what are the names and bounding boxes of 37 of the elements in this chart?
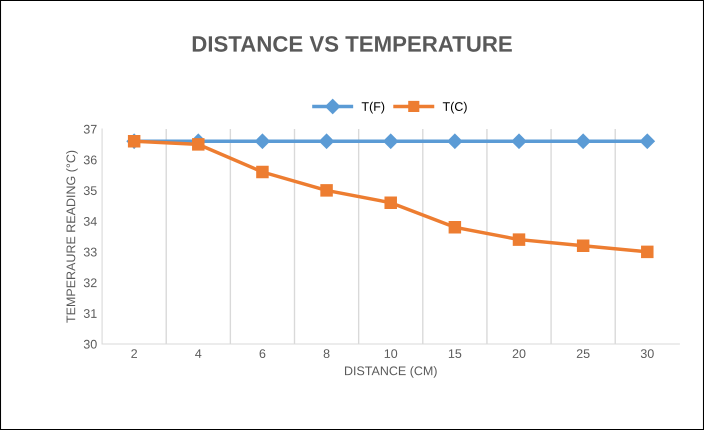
point xyxy=(384,196,397,209)
point xyxy=(320,184,333,197)
x-tick-label: 8 xyxy=(324,349,330,358)
x-tick-label: 10 xyxy=(384,349,398,358)
point xyxy=(256,166,269,178)
point xyxy=(448,221,462,234)
point xyxy=(576,239,590,252)
x-axis-title: DISTANCE (CM) xyxy=(344,366,437,378)
x-tick-label: 6 xyxy=(260,349,266,358)
point xyxy=(576,134,591,149)
chart-title: DISTANCE VS TEMPERATURE xyxy=(192,36,512,52)
point xyxy=(512,233,526,246)
y-tick-label: 37 xyxy=(84,124,97,134)
point xyxy=(511,134,527,149)
legend-label: T(C) xyxy=(442,102,467,114)
legend-label: T(F) xyxy=(362,102,384,114)
y-tick-label: 36 xyxy=(84,156,97,164)
x-tick-label: 25 xyxy=(576,349,590,358)
y-tick-label: 33 xyxy=(84,248,97,257)
x-tick-label: 30 xyxy=(640,349,654,358)
y-tick-label: 31 xyxy=(84,309,97,318)
y-tick-label: 35 xyxy=(84,186,97,196)
point xyxy=(319,134,334,149)
point xyxy=(641,246,654,258)
y-axis-title: TEMPERAURE READING (°C) xyxy=(66,150,78,323)
point xyxy=(640,134,655,149)
x-tick-label: 15 xyxy=(448,349,462,358)
y-tick-label: 30 xyxy=(84,340,97,349)
point xyxy=(383,134,398,149)
x-tick-label: 2 xyxy=(131,349,137,358)
y-tick-label: 32 xyxy=(84,278,97,288)
point xyxy=(192,138,205,151)
point xyxy=(447,134,462,149)
x-tick-label: 4 xyxy=(195,349,202,358)
y-tick-label: 34 xyxy=(84,216,97,226)
x-tick-label: 20 xyxy=(512,349,526,358)
point xyxy=(254,134,270,149)
